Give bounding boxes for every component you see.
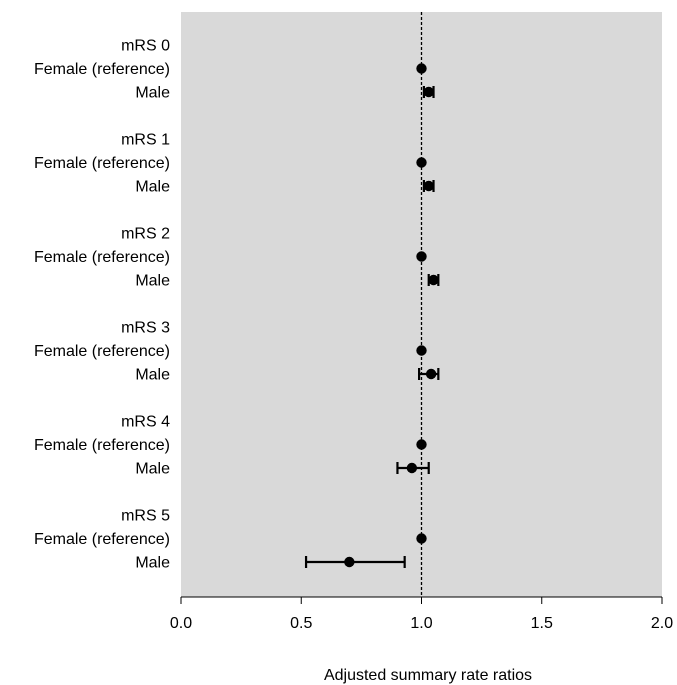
x-tick-label: 0.5 bbox=[290, 615, 312, 632]
row-label: Female (reference) bbox=[34, 61, 170, 78]
row-label: Male bbox=[135, 367, 170, 384]
point-estimate bbox=[344, 556, 355, 568]
row-label: Female (reference) bbox=[34, 531, 170, 548]
row-label: Male bbox=[135, 555, 170, 572]
point-estimate bbox=[406, 462, 418, 474]
row-label: Male bbox=[135, 273, 170, 290]
group-label: mRS 0 bbox=[121, 38, 170, 55]
point-estimate bbox=[416, 157, 427, 168]
group-label: mRS 2 bbox=[121, 226, 170, 243]
point-estimate bbox=[425, 368, 437, 380]
group-label: mRS 3 bbox=[121, 320, 170, 337]
point-estimate bbox=[428, 274, 439, 286]
row-label: Female (reference) bbox=[34, 437, 170, 454]
row-label: Female (reference) bbox=[34, 249, 170, 266]
x-tick-label: 1.0 bbox=[410, 615, 432, 632]
point-estimate bbox=[416, 533, 427, 544]
point-estimate bbox=[416, 439, 427, 450]
group-label: mRS 5 bbox=[121, 508, 170, 525]
point-estimate bbox=[423, 180, 434, 192]
point-estimate bbox=[423, 86, 434, 98]
point-estimate bbox=[416, 345, 427, 356]
row-label: Female (reference) bbox=[34, 343, 170, 360]
x-axis-label: Adjusted summary rate ratios bbox=[324, 667, 532, 684]
x-tick-label: 2.0 bbox=[651, 615, 673, 632]
row-label: Male bbox=[135, 179, 170, 196]
row-label: Male bbox=[135, 461, 170, 478]
x-tick-label: 1.5 bbox=[531, 615, 553, 632]
row-label: Female (reference) bbox=[34, 155, 170, 172]
group-label: mRS 4 bbox=[121, 414, 170, 431]
row-label: Male bbox=[135, 85, 170, 102]
point-estimate bbox=[416, 251, 427, 262]
point-estimate bbox=[416, 63, 427, 74]
x-tick-label: 0.0 bbox=[170, 615, 192, 632]
group-label: mRS 1 bbox=[121, 132, 170, 149]
